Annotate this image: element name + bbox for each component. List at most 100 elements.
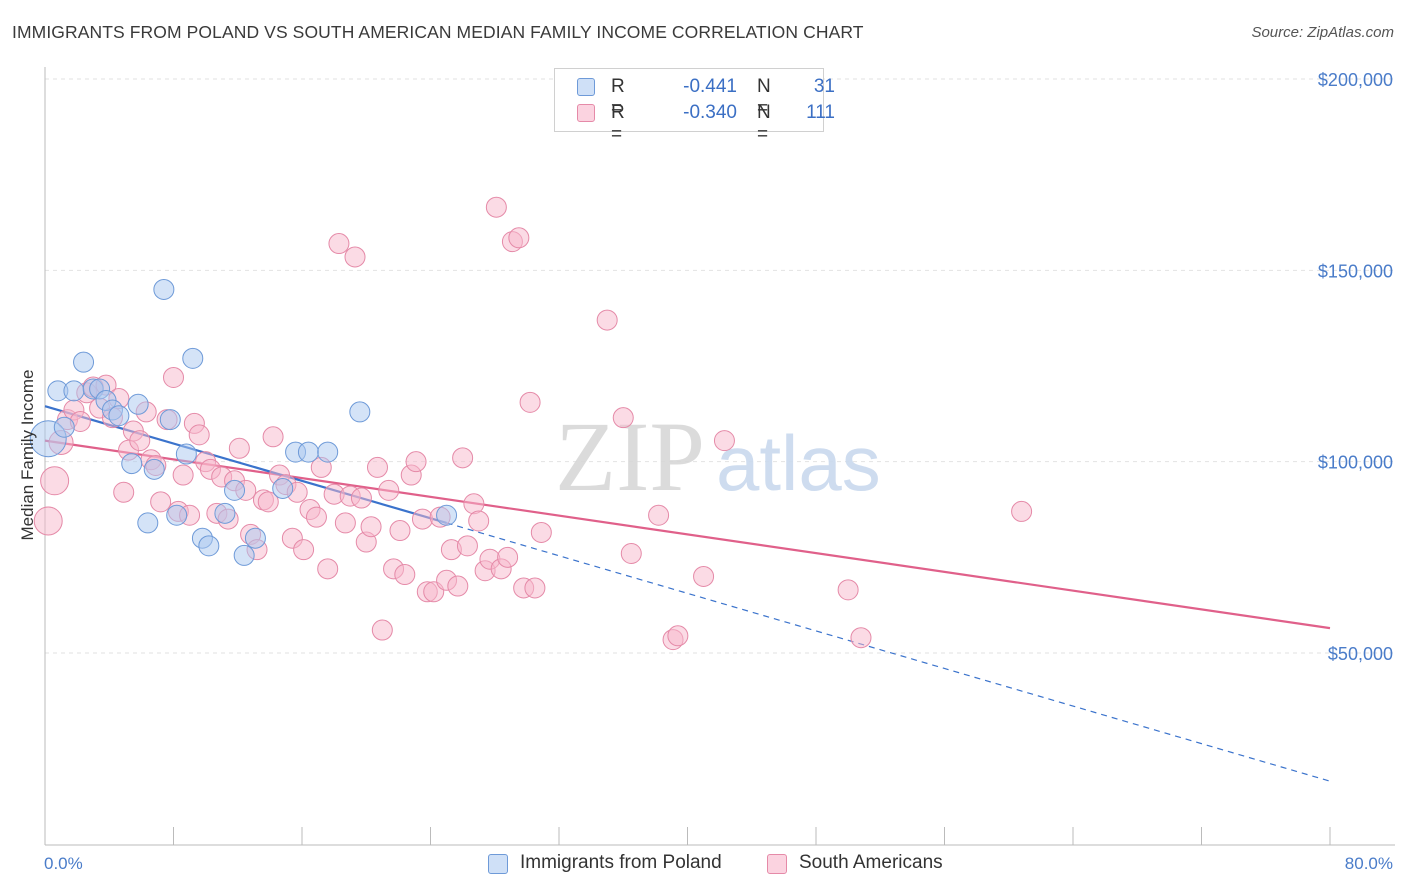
point-immigrants-from-poland xyxy=(244,527,266,549)
point-south-americans xyxy=(405,451,427,473)
point-south-americans xyxy=(612,407,634,429)
watermark: ZIP atlas xyxy=(555,401,881,512)
bottom-legend-swatch-poland xyxy=(488,854,508,874)
point-south-americans xyxy=(129,430,151,452)
point-south-americans xyxy=(163,366,184,388)
point-south-americans xyxy=(693,565,715,587)
point-south-americans xyxy=(411,508,433,530)
x-tick-label-left: 0.0% xyxy=(44,854,83,873)
point-south-americans xyxy=(524,577,546,599)
point-immigrants-from-poland xyxy=(272,477,294,499)
point-immigrants-from-poland xyxy=(153,278,175,300)
point-south-americans xyxy=(228,437,250,459)
y-axis-label: Median Family Income xyxy=(18,369,37,540)
point-immigrants-from-poland xyxy=(214,502,236,524)
point-immigrants-from-poland xyxy=(53,416,75,438)
point-south-americans xyxy=(350,487,372,509)
point-south-americans xyxy=(667,625,689,647)
point-immigrants-from-poland xyxy=(224,479,246,501)
point-immigrants-from-poland xyxy=(233,544,255,566)
point-south-americans xyxy=(468,510,490,532)
legend-r-value: -0.441 xyxy=(683,76,737,97)
trend-line-poland-extension xyxy=(446,522,1331,782)
source-label: Source: ZipAtlas.com xyxy=(1251,24,1394,41)
point-south-americans xyxy=(188,424,210,446)
legend-n-label: N = xyxy=(757,102,771,145)
point-south-americans xyxy=(366,456,388,478)
point-immigrants-from-poland xyxy=(297,441,319,463)
point-south-americans xyxy=(596,309,618,331)
point-south-americans xyxy=(334,512,356,534)
legend-r-value: -0.340 xyxy=(683,102,737,123)
point-south-americans xyxy=(447,575,469,597)
point-south-americans xyxy=(530,521,552,543)
point-immigrants-from-poland xyxy=(317,441,339,463)
legend-n-label: N = xyxy=(757,76,771,119)
point-south-americans xyxy=(1011,500,1033,522)
chart-title: IMMIGRANTS FROM POLAND VS SOUTH AMERICAN… xyxy=(12,22,864,42)
y-tick-label: $150,000 xyxy=(1318,261,1393,281)
point-south-americans xyxy=(257,491,279,513)
point-south-americans xyxy=(113,481,135,503)
point-south-americans xyxy=(389,520,411,542)
legend-n-value: 31 xyxy=(813,76,835,97)
point-south-americans xyxy=(305,506,327,528)
point-immigrants-from-poland xyxy=(121,453,143,475)
point-south-americans xyxy=(33,506,63,536)
point-south-americans xyxy=(328,233,350,255)
point-south-americans xyxy=(378,479,400,501)
point-south-americans xyxy=(344,246,366,268)
legend-n-value: 111 xyxy=(806,102,835,123)
point-immigrants-from-poland xyxy=(127,393,149,415)
point-south-americans xyxy=(713,430,735,452)
legend-swatch-poland xyxy=(577,78,595,96)
point-south-americans xyxy=(40,466,70,496)
point-immigrants-from-poland xyxy=(166,504,188,526)
point-immigrants-from-poland xyxy=(108,405,130,427)
legend-swatch-south-americans xyxy=(577,104,595,122)
points-south-americans xyxy=(33,196,1033,651)
point-immigrants-from-poland xyxy=(63,380,85,402)
point-south-americans xyxy=(452,447,474,469)
x-tick-label-right: 80.0% xyxy=(1345,854,1393,873)
point-south-americans xyxy=(371,619,393,641)
bottom-legend-label-south-americans: South Americans xyxy=(799,852,943,873)
grid-lines xyxy=(45,78,1395,654)
point-immigrants-from-poland xyxy=(349,401,371,423)
point-south-americans xyxy=(837,579,859,601)
legend-r-label: R = xyxy=(611,76,625,119)
y-tick-label: $100,000 xyxy=(1318,453,1393,473)
trend-line-south-americans xyxy=(44,439,1331,630)
bottom-legend-label-poland: Immigrants from Poland xyxy=(520,852,722,873)
bottom-legend-swatch-south-americans xyxy=(767,854,787,874)
point-south-americans xyxy=(519,391,541,413)
point-south-americans xyxy=(150,491,172,513)
point-south-americans xyxy=(485,196,507,218)
point-south-americans xyxy=(497,546,519,568)
point-south-americans xyxy=(262,426,284,448)
point-immigrants-from-poland xyxy=(73,351,95,373)
point-immigrants-from-poland xyxy=(137,512,159,534)
watermark-atlas: atlas xyxy=(716,419,881,507)
legend-r-label: R = xyxy=(611,102,625,145)
point-south-americans xyxy=(456,535,478,557)
point-south-americans xyxy=(172,464,194,486)
point-south-americans xyxy=(360,516,382,538)
point-south-americans xyxy=(293,539,315,561)
points-immigrants-from-poland xyxy=(29,278,458,566)
stats-legend: R = -0.441 N = 31 R = -0.340 N = 111 xyxy=(554,68,835,145)
point-immigrants-from-poland xyxy=(198,535,220,557)
point-south-americans xyxy=(620,543,642,565)
point-south-americans xyxy=(317,558,339,580)
point-south-americans xyxy=(850,627,872,649)
point-immigrants-from-poland xyxy=(182,347,204,369)
point-immigrants-from-poland xyxy=(436,504,458,526)
point-immigrants-from-poland xyxy=(143,458,165,480)
point-south-americans xyxy=(394,564,416,586)
point-immigrants-from-poland xyxy=(159,409,181,431)
y-tick-label: $50,000 xyxy=(1328,644,1393,664)
y-tick-label: $200,000 xyxy=(1318,70,1393,90)
point-south-americans xyxy=(508,227,530,249)
point-immigrants-from-poland xyxy=(175,443,197,465)
